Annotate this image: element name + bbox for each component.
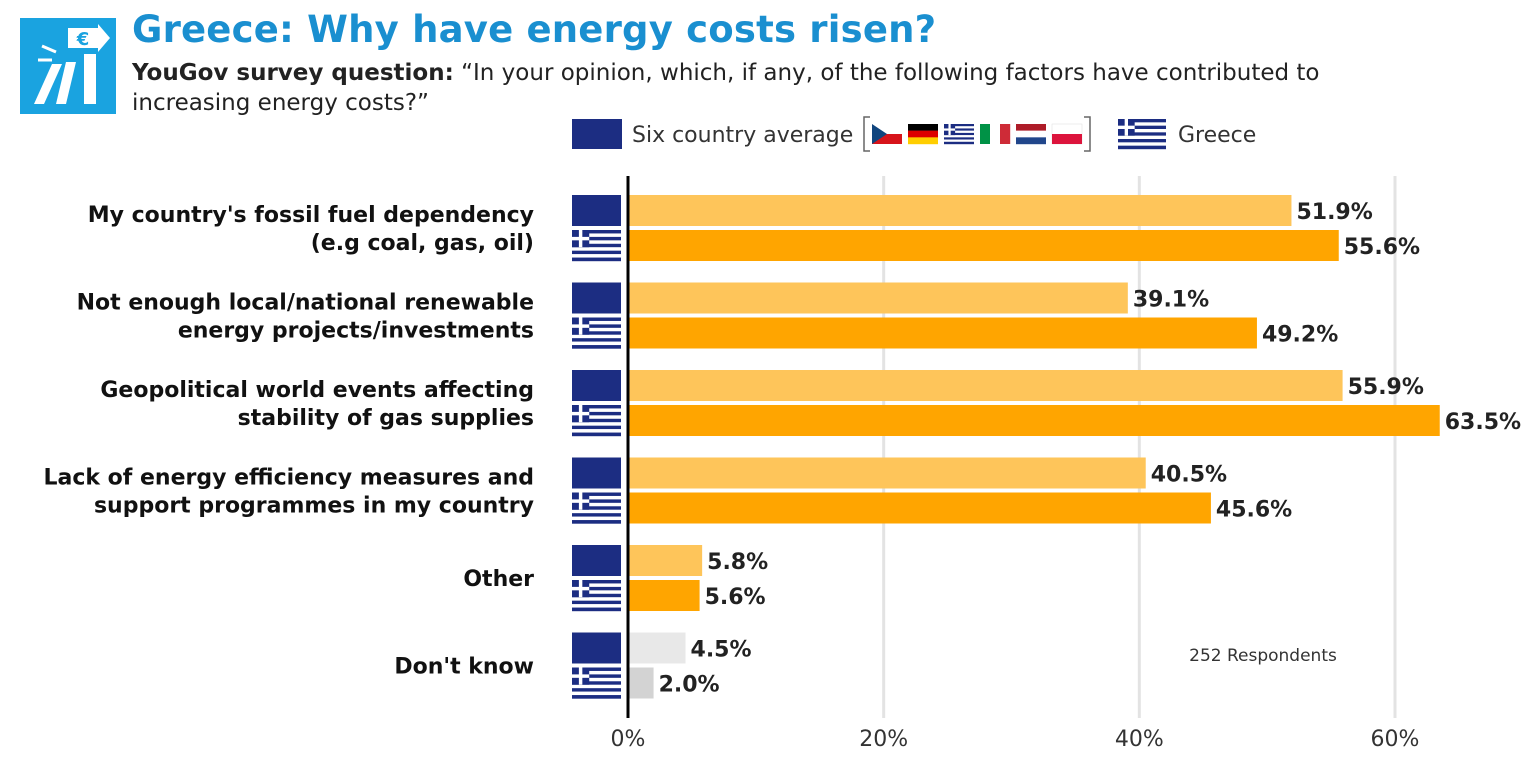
cz-flag-icon: [872, 124, 902, 144]
bar-average: [628, 370, 1343, 401]
category-label: Lack of energy efficiency measures and su…: [43, 466, 534, 519]
x-tick-label: 60%: [1371, 727, 1420, 752]
data-label: 55.6%: [1344, 235, 1420, 260]
category-label: Don't know: [394, 655, 534, 680]
legend-bracket-right: [1084, 116, 1091, 152]
average-marker: [572, 282, 621, 314]
bar-average: [628, 457, 1146, 489]
x-tick-label: 20%: [859, 727, 908, 752]
data-label: 2.0%: [659, 673, 720, 698]
question-text: “In your opinion, which, if any, of the …: [132, 60, 1320, 116]
svg-text:€: €: [76, 29, 90, 50]
de-flag-icon: [908, 124, 938, 145]
it-flag-icon: [980, 124, 1011, 144]
bar-greece: [628, 317, 1257, 349]
data-label: 5.6%: [705, 585, 766, 610]
x-tick-label: 40%: [1115, 727, 1164, 752]
average-marker: [572, 195, 621, 226]
greece-flag-icon: [572, 580, 621, 612]
category-label: Geopolitical world events affecting stabi…: [100, 378, 534, 431]
question-lead: YouGov survey question:: [132, 60, 454, 86]
greece-flag-icon: [572, 492, 621, 524]
greece-flag-icon: [572, 317, 621, 349]
legend-greece-flag-icon: [1118, 119, 1166, 150]
bar-average: [628, 632, 686, 664]
legend-greece-label: Greece: [1178, 123, 1256, 148]
nl-flag-icon: [1016, 124, 1046, 145]
legend-average-label: Six country average: [632, 123, 853, 148]
average-marker: [572, 370, 621, 401]
bar-greece: [628, 230, 1339, 261]
average-marker: [572, 457, 621, 489]
data-label: 49.2%: [1262, 323, 1338, 348]
data-label: 5.8%: [707, 550, 768, 575]
bar-greece: [628, 492, 1211, 524]
legend-average-swatch: [572, 119, 622, 149]
data-label: 45.6%: [1216, 498, 1292, 523]
data-label: 55.9%: [1348, 375, 1424, 400]
data-label: 4.5%: [691, 638, 752, 663]
data-label: 40.5%: [1151, 463, 1227, 488]
data-label: 51.9%: [1296, 200, 1372, 225]
average-marker: [572, 545, 621, 576]
legend-bracket-left: [863, 116, 870, 152]
bar-greece: [628, 580, 700, 611]
bar-average: [628, 282, 1128, 314]
bar-greece: [628, 405, 1440, 436]
euro-chart-icon: €: [20, 18, 116, 114]
greece-flag-icon: [572, 667, 621, 699]
bar-average: [628, 195, 1292, 226]
data-label: 63.5%: [1445, 410, 1521, 435]
survey-question: YouGov survey question: “In your opinion…: [132, 58, 1402, 118]
average-marker: [572, 632, 621, 664]
gr-flag-icon: [944, 124, 974, 145]
pl-flag-icon: [1051, 123, 1083, 145]
category-label: Not enough local/national renewable energ…: [77, 291, 534, 344]
x-tick-label: 0%: [611, 727, 646, 752]
category-label: Other: [463, 567, 534, 592]
respondents-note: 252 Respondents: [1189, 646, 1337, 666]
bar-greece: [628, 667, 654, 699]
bar-average: [628, 545, 703, 576]
greece-flag-icon: [572, 405, 621, 437]
greece-flag-icon: [572, 230, 621, 262]
page-title: Greece: Why have energy costs risen?: [132, 8, 937, 51]
category-label: My country's fossil fuel dependency (e.g …: [88, 203, 534, 256]
data-label: 39.1%: [1133, 288, 1209, 313]
